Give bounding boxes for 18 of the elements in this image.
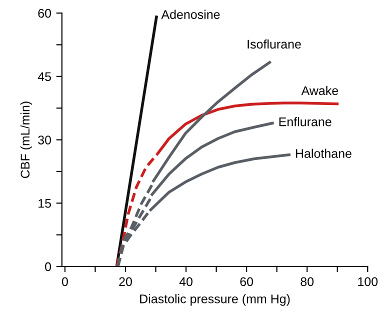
y-tick-label: 0 [45,262,52,272]
x-tick-label: 80 [300,277,314,286]
y-tick-label: 15 [38,199,51,208]
y-axis-title: CBF (mL/min) [20,102,32,178]
series-label: Adenosine [161,10,220,19]
x-tick-label: 100 [358,277,378,286]
x-tick-label: 60 [240,277,254,286]
y-tick-label: 60 [38,8,52,18]
series-label: Awake [301,86,338,96]
x-axis-title: Diastolic pressure (mm Hg) [140,294,290,306]
series-label: Isoflurane [248,39,301,49]
series-label: Halothane [296,148,352,158]
x-tick-label: 20 [119,277,132,286]
y-tick-label: 45 [38,72,51,82]
x-tick-label: 0 [62,277,68,286]
series-label: Enflurane [279,117,332,126]
y-tick-label: 30 [38,136,52,144]
x-tick-label: 40 [179,277,192,286]
